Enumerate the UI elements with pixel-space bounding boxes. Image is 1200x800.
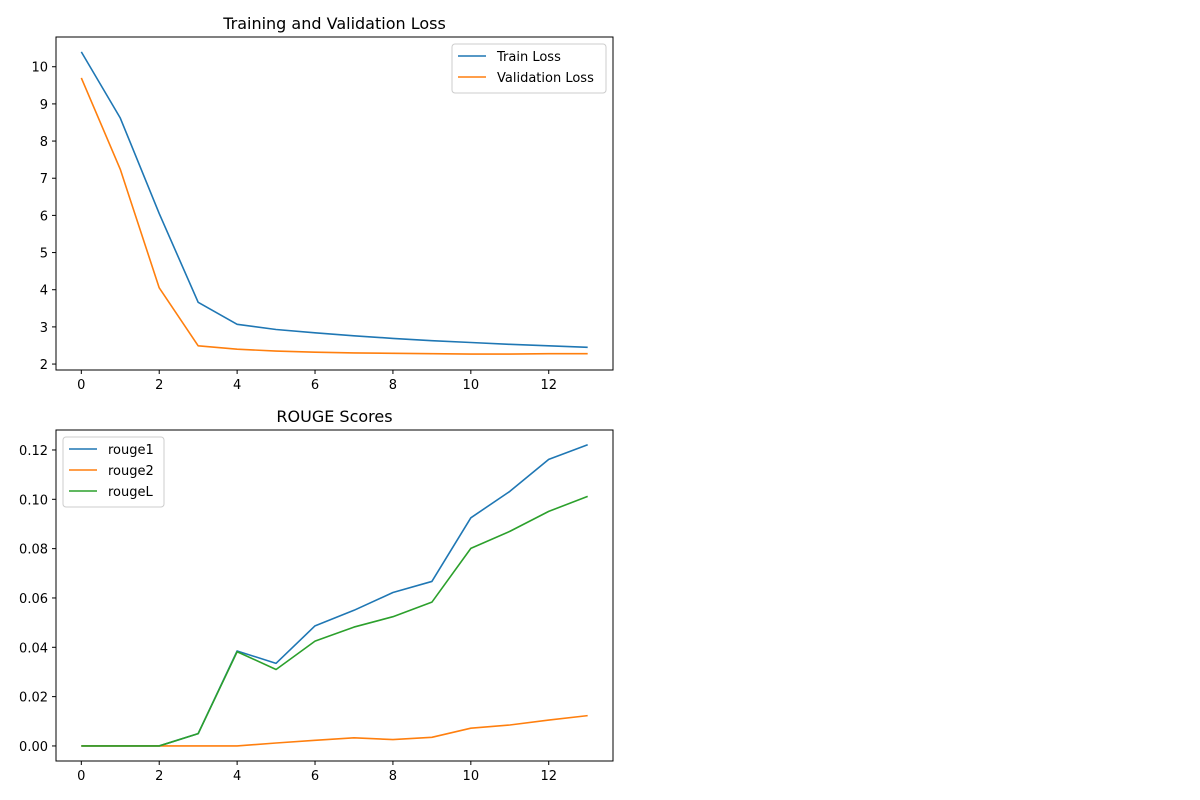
x-tick-label: 12 [540,769,557,784]
series-line-rouge2 [81,714,588,747]
legend-label: Validation Loss [497,71,594,86]
x-tick-label: 6 [311,378,319,393]
legend-label: rouge2 [108,464,154,479]
chart-title-rouge: ROUGE Scores [276,407,392,426]
y-tick-label: 0.10 [19,493,48,508]
x-tick-label: 2 [155,769,163,784]
y-tick-label: 4 [40,284,48,299]
legend-box [451,43,607,94]
rouge-legend: rouge1 rouge2 rougeL [62,436,165,508]
legend-label: rougeL [108,485,154,500]
x-tick-label: 2 [155,378,163,393]
legend-label: Train Loss [496,50,561,65]
y-tick-label: 3 [40,321,48,336]
legend-label: rouge1 [108,443,154,458]
y-tick-label: 9 [40,98,48,113]
series-line-validation-loss [80,77,588,355]
y-tick-label: 0.12 [19,444,48,459]
x-tick-label: 0 [77,378,85,393]
y-tick-label: 0.04 [19,641,48,656]
x-tick-label: 4 [233,769,241,784]
y-tick-label: 0.00 [19,740,48,755]
loss-legend: Train Loss Validation Loss [451,43,607,94]
y-tick-label: 0.02 [19,691,48,706]
loss-axes-frame [55,36,614,371]
chart-title-loss: Training and Validation Loss [222,14,446,33]
series-line-rougel [81,495,588,747]
rouge-axes-frame [55,429,614,762]
x-tick-label: 10 [463,769,480,784]
y-tick-label: 2 [40,358,48,373]
y-tick-label: 5 [40,247,48,262]
x-tick-label: 6 [311,769,319,784]
y-tick-label: 0.08 [19,543,48,558]
y-tick-label: 6 [40,209,48,224]
series-line-train-loss [80,51,588,349]
rouge-axes: 0 2 4 6 8 10 12 0.00 0.02 0.04 0.06 0.08 0.10 0.12 rou… [19,429,614,784]
x-tick-label: 8 [389,769,397,784]
y-tick-label: 0.06 [19,592,48,607]
y-tick-label: 8 [40,135,48,150]
x-tick-label: 10 [463,378,480,393]
x-tick-label: 8 [389,378,397,393]
x-tick-label: 4 [233,378,241,393]
y-tick-label: 7 [40,172,48,187]
x-tick-label: 0 [77,769,85,784]
legend-box [62,436,165,508]
y-tick-label: 10 [31,61,48,76]
x-tick-label: 12 [540,378,557,393]
loss-axes: 0 2 4 6 8 10 12 2 3 4 5 6 7 8 9 10 Train Loss Validation … [31,36,614,393]
